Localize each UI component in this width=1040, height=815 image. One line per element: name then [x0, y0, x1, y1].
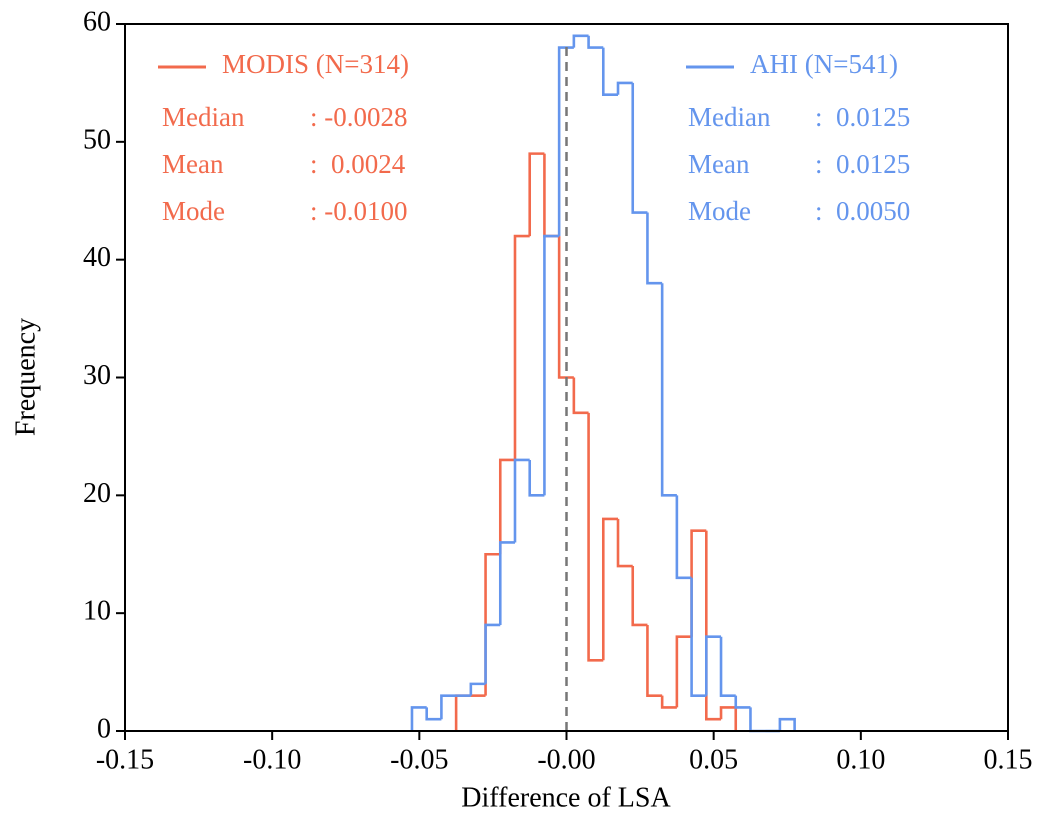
histogram-bin — [631, 82, 648, 214]
x-tick-label: -0.10 — [243, 744, 301, 775]
histogram-bin — [513, 234, 530, 460]
histogram-bin — [572, 34, 589, 48]
histogram-bin — [719, 706, 738, 731]
plot-frame — [124, 23, 1009, 732]
histogram-bin — [705, 635, 722, 696]
histogram-bin — [646, 212, 663, 285]
stat-label: Mode — [162, 196, 225, 226]
histogram-bin — [557, 236, 574, 379]
histogram-bin — [778, 717, 796, 731]
histogram-bin — [528, 152, 545, 237]
x-tick-label: 0.10 — [836, 744, 885, 775]
histogram-bin — [425, 707, 442, 721]
histogram-bin — [469, 682, 486, 696]
y-tick-label: 30 — [83, 360, 111, 391]
y-axis-label: Frequency — [10, 318, 41, 436]
histogram-bin — [660, 695, 677, 709]
histogram-bin — [557, 46, 574, 237]
histogram-bin — [660, 283, 677, 497]
legend-label: MODIS (N=314) — [222, 49, 409, 79]
histogram-bin — [675, 495, 692, 580]
histogram-bin — [616, 81, 633, 95]
x-tick-label: 0.05 — [689, 744, 738, 775]
histogram-bin — [454, 694, 471, 731]
histogram-bin — [528, 459, 545, 497]
legend-label: AHI (N=541) — [750, 49, 898, 79]
histogram-bin — [498, 541, 515, 625]
histogram-bin — [601, 47, 619, 96]
histogram-bin — [587, 35, 604, 49]
histogram-bin — [587, 412, 604, 662]
histogram-bin — [616, 518, 633, 568]
x-tick-label: -0.05 — [390, 744, 448, 775]
y-tick-label: 20 — [83, 478, 111, 509]
histogram-bin — [543, 234, 560, 496]
x-tick-label: -0.15 — [96, 744, 154, 775]
stat-value: : -0.0100 — [310, 196, 408, 226]
histogram-bin — [646, 624, 663, 697]
x-axis-label: Difference of LSA — [461, 782, 671, 813]
x-tick-label: -0.00 — [537, 744, 595, 775]
y-tick-label: 40 — [83, 242, 111, 273]
y-tick-label: 10 — [83, 596, 111, 627]
stat-label: Mean — [688, 149, 750, 179]
histogram-bin — [484, 623, 501, 684]
x-tick-label: 0.15 — [984, 744, 1033, 775]
histogram-bin — [543, 153, 560, 238]
histogram-bin — [734, 695, 751, 709]
stat-value: : 0.0125 — [815, 149, 910, 179]
y-tick-label: 50 — [83, 124, 111, 155]
histogram-bin — [631, 566, 648, 627]
stat-label: Median — [162, 102, 245, 132]
histogram-bin — [675, 635, 692, 708]
stat-value: : 0.0050 — [815, 196, 910, 226]
histogram-bin — [601, 517, 619, 661]
histogram-bin — [690, 529, 707, 637]
y-tick-label: 60 — [83, 6, 111, 37]
stat-label: Median — [688, 102, 771, 132]
histogram-bin — [440, 694, 457, 720]
histogram-bin — [410, 706, 427, 731]
histogram-bin — [513, 458, 530, 543]
histogram-bin — [690, 577, 707, 697]
stat-value: : 0.0125 — [815, 102, 910, 132]
histogram-bin — [749, 707, 766, 733]
stat-value: : 0.0024 — [310, 149, 406, 179]
stat-label: Mean — [162, 149, 224, 179]
y-tick-label: 0 — [97, 713, 111, 744]
histogram-bin — [705, 530, 722, 721]
stat-value: : -0.0028 — [310, 102, 408, 132]
stat-label: Mode — [688, 196, 751, 226]
histogram-bin — [572, 377, 589, 415]
histogram-bin — [719, 636, 736, 697]
histogram-bin — [498, 458, 515, 555]
